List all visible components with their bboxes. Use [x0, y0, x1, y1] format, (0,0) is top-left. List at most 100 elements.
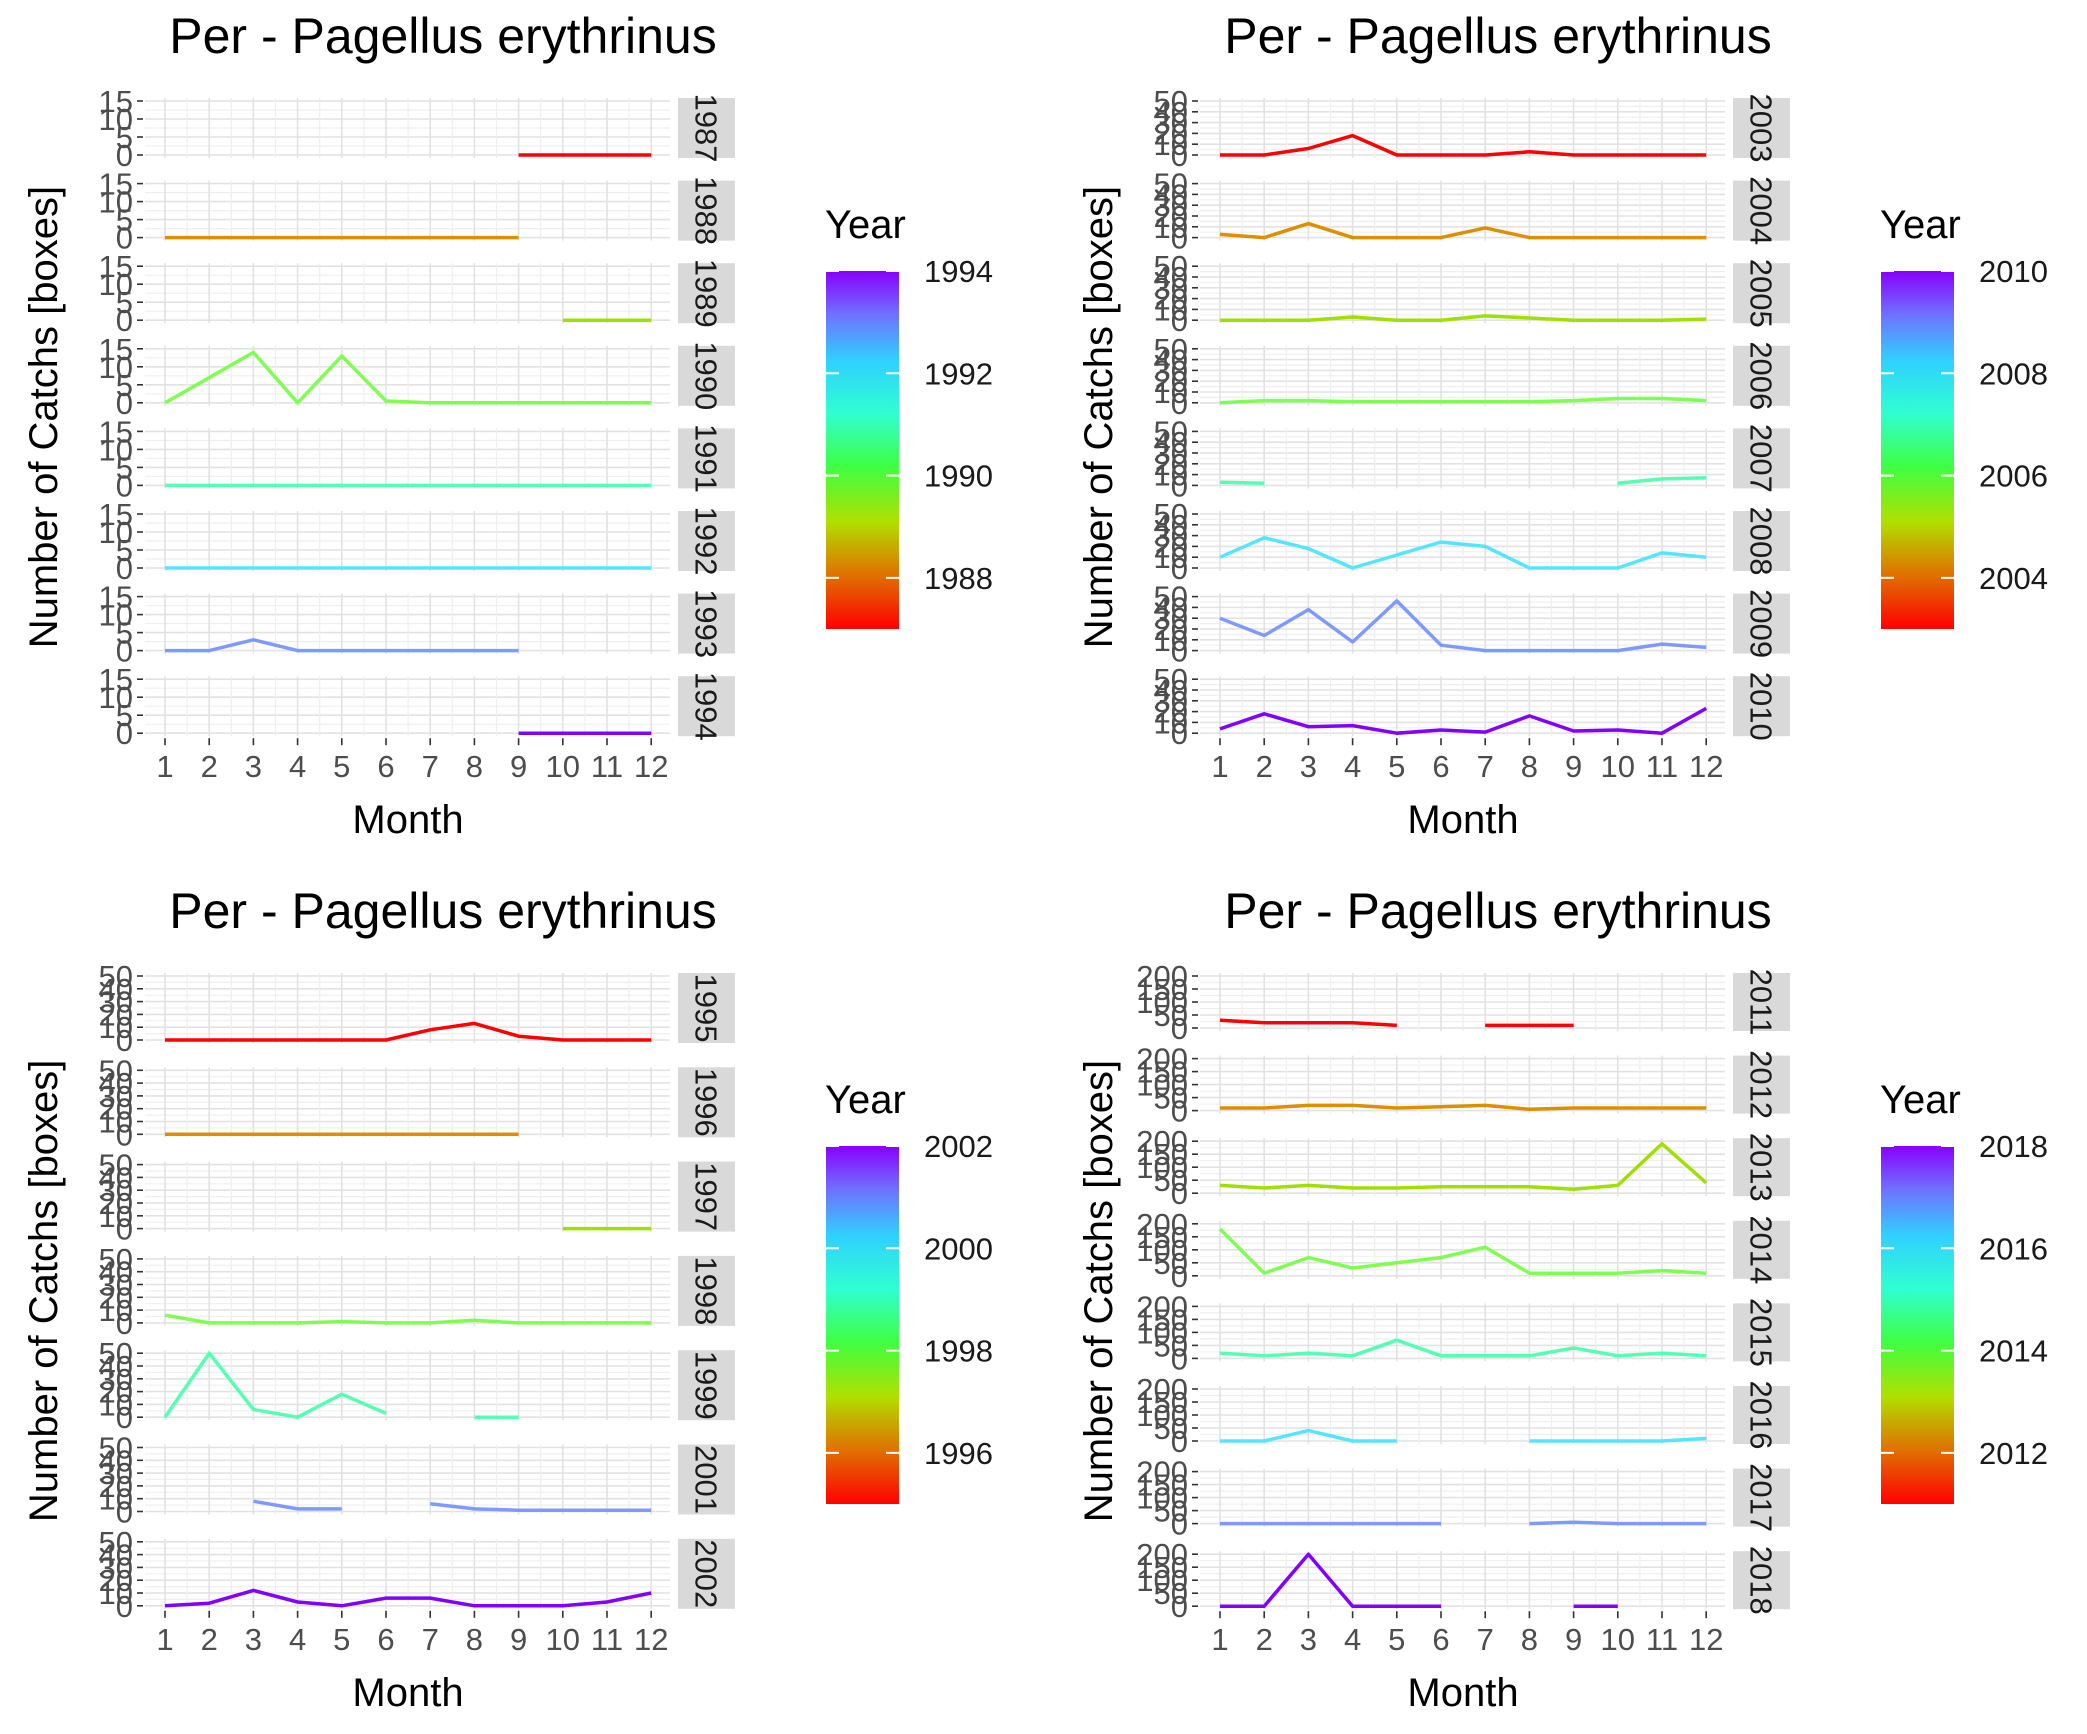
y-tick-label: 100: [1136, 1150, 1188, 1185]
y-tick-label: 0: [1171, 138, 1188, 173]
y-tick-label: 0: [116, 386, 133, 421]
legend-title: Year: [1880, 1078, 1961, 1122]
legend-title: Year: [1880, 203, 1961, 247]
facet-label: 2008: [1744, 507, 1779, 576]
series-line: [1219, 536, 1707, 570]
x-tick-label: 6: [377, 749, 394, 784]
legend-colorbar: [826, 271, 899, 629]
series-line: [1219, 706, 1708, 735]
facet-strip: [1733, 1386, 1790, 1444]
y-tick-label: 10: [99, 598, 133, 633]
facet-label: 2005: [1744, 259, 1779, 328]
facet-strip: [1733, 1138, 1790, 1197]
facet-strip: [1733, 98, 1790, 158]
y-tick-label: 20: [1154, 447, 1188, 482]
series-line: [1220, 1428, 1397, 1443]
facet-strip: [678, 1538, 735, 1609]
y-tick-label: 20: [1154, 612, 1188, 647]
chart-title: Per - Pagellus erythrinus: [1224, 883, 1771, 939]
y-tick-label: 40: [1154, 590, 1188, 625]
y-tick-label: 15: [99, 497, 133, 532]
facet-label: 2018: [1744, 1546, 1779, 1615]
facet-strip: [1733, 1303, 1790, 1362]
legend-colorbar: [1881, 1146, 1954, 1504]
facet-label: 1996: [689, 1068, 724, 1137]
facet-strip: [1733, 1551, 1790, 1610]
facet-strip: [678, 1161, 735, 1232]
legend-tick-label: 2002: [924, 1129, 993, 1164]
legend-tick-label: 1990: [924, 459, 993, 494]
x-tick-label: 5: [1388, 749, 1405, 784]
series-line: [164, 1588, 652, 1608]
y-tick-label: 0: [116, 221, 133, 256]
y-tick-label: 150: [1136, 1137, 1188, 1172]
x-tick-label: 12: [634, 1622, 668, 1657]
y-tick-label: 0: [116, 1400, 133, 1435]
x-tick-label: 7: [1477, 1622, 1494, 1657]
y-tick-label: 200: [1136, 959, 1188, 994]
facet-label: 2001: [689, 1445, 724, 1514]
x-tick-label: 6: [1432, 1622, 1449, 1657]
y-tick-label: 30: [99, 1079, 133, 1114]
facet-label: 1988: [689, 176, 724, 245]
y-tick-label: 0: [1171, 551, 1188, 586]
x-tick-label: 11: [1646, 1622, 1678, 1657]
y-tick-label: 100: [1136, 1563, 1188, 1598]
y-tick-label: 50: [1154, 84, 1188, 119]
y-tick-label: 50: [1154, 332, 1188, 367]
y-tick-label: 50: [99, 959, 133, 994]
y-tick-label: 50: [1154, 1576, 1188, 1611]
y-tick-label: 20: [99, 1092, 133, 1127]
y-tick-label: 50: [1154, 998, 1188, 1033]
y-tick-label: 0: [1171, 1094, 1188, 1129]
y-tick-label: 0: [1171, 1424, 1188, 1459]
y-tick-label: 100: [1136, 1398, 1188, 1433]
y-tick-label: 20: [1154, 529, 1188, 564]
y-tick-label: 20: [99, 1186, 133, 1221]
facet-strip: [678, 428, 735, 489]
legend-tick-label: 2004: [1979, 561, 2048, 596]
y-tick-label: 15: [99, 84, 133, 119]
y-tick-label: 10: [1154, 375, 1188, 410]
y-tick-label: 0: [116, 1495, 133, 1530]
y-tick-label: 10: [99, 515, 133, 550]
facet-strip: [678, 263, 735, 324]
legend-tick-label: 2006: [1979, 459, 2048, 494]
x-tick-label: 1: [156, 1622, 173, 1657]
series-line: [1219, 599, 1707, 653]
y-tick-label: 10: [99, 680, 133, 715]
y-tick-label: 150: [1136, 1550, 1188, 1585]
y-tick-label: 0: [116, 138, 133, 173]
y-tick-label: 30: [99, 1268, 133, 1303]
facet-label: 2003: [1744, 94, 1779, 163]
y-tick-label: 0: [116, 1306, 133, 1341]
y-tick-label: 0: [1171, 1011, 1188, 1046]
y-tick-label: 0: [116, 468, 133, 503]
facet-label: 1998: [689, 1256, 724, 1325]
y-tick-label: 200: [1136, 1537, 1188, 1572]
y-axis-title: Number of Catchs [boxes]: [22, 1060, 66, 1522]
y-tick-label: 40: [1154, 673, 1188, 708]
facet-label: 1991: [689, 424, 724, 493]
facet-label: 2017: [1744, 1463, 1779, 1532]
y-tick-label: 30: [99, 1362, 133, 1397]
facet-label: 2004: [1744, 176, 1779, 245]
facet-strip: [1733, 676, 1790, 737]
facet-strip: [1733, 973, 1790, 1031]
x-tick-label: 1: [1211, 1622, 1228, 1657]
y-tick-label: 200: [1136, 1455, 1188, 1490]
y-tick-label: 50: [99, 1053, 133, 1088]
x-tick-label: 10: [1601, 749, 1635, 784]
x-tick-label: 10: [546, 1622, 580, 1657]
y-tick-label: 30: [99, 1550, 133, 1585]
facet-label: 2012: [1744, 1050, 1779, 1119]
